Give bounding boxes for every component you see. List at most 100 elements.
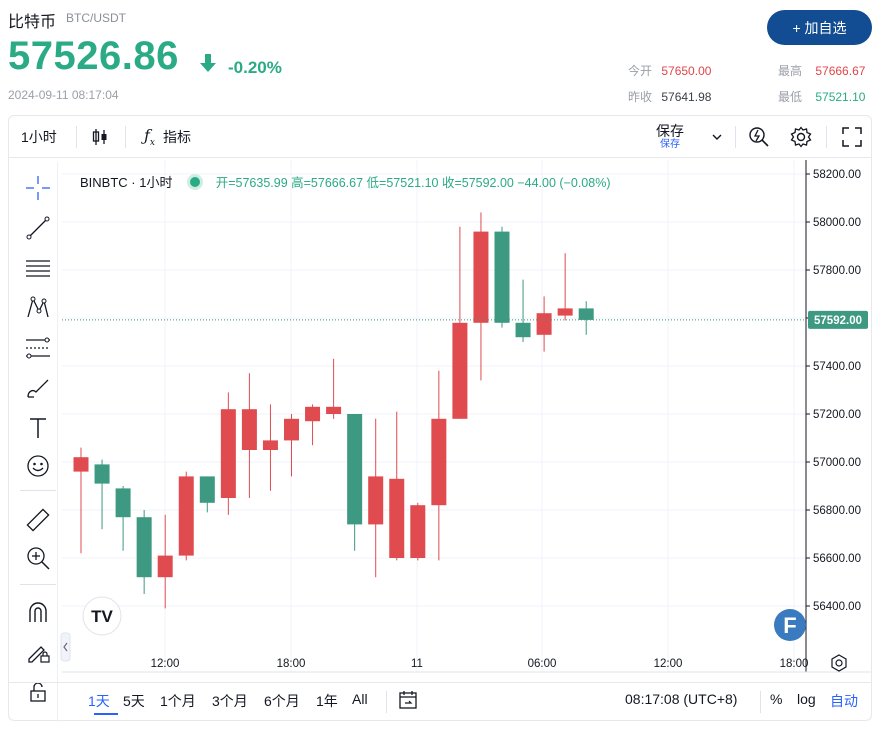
chevron-down-icon[interactable] (711, 116, 723, 158)
candle (326, 358, 342, 419)
stat-low: 最低 57521.10 (778, 90, 866, 104)
y-tick-label: 58000.00 (813, 217, 861, 229)
brush-icon[interactable] (24, 374, 52, 402)
pattern-icon[interactable] (24, 294, 52, 322)
horizontal-lines-icon[interactable] (24, 254, 52, 282)
range-1y[interactable]: 1年 (316, 693, 338, 709)
candle (157, 514, 173, 609)
candle (284, 414, 299, 477)
clock-readout[interactable]: 08:17:08 (UTC+8) (625, 691, 738, 707)
last-price-marker: 57592.00 (62, 310, 868, 329)
asset-name: 比特币 (8, 14, 57, 31)
candle (368, 418, 384, 578)
candle (262, 404, 278, 491)
candle (136, 510, 152, 594)
price-axis: 56400.00 56600.00 56800.00 57000.00 57200.00… (806, 169, 861, 613)
lock-icon[interactable] (24, 678, 52, 706)
chart-grid (62, 160, 806, 672)
y-tick-label: 57400.00 (813, 361, 861, 373)
status-dot-icon (190, 177, 201, 187)
percent-toggle[interactable]: % (770, 691, 783, 707)
legend-ohlc: 开=57635.99 高=57666.67 低=57521.10 收=57592… (215, 176, 611, 190)
candles-group (73, 212, 594, 609)
quick-search-icon[interactable] (748, 116, 770, 158)
active-range-indicator (94, 713, 118, 715)
crosshair-icon[interactable] (24, 174, 52, 202)
candle (536, 296, 552, 352)
stat-open: 今开 57650.00 (628, 64, 712, 78)
candle (94, 459, 110, 530)
fullscreen-icon[interactable] (842, 116, 862, 158)
x-tick-label: 12:00 (151, 658, 180, 670)
candle (347, 414, 363, 551)
zoom-in-icon[interactable] (24, 544, 52, 572)
text-icon[interactable] (24, 414, 52, 442)
save-button[interactable]: 保存 保存 (656, 123, 684, 151)
trend-line-icon[interactable] (24, 214, 52, 242)
candle (410, 502, 426, 561)
trading-pair: BTC/USDT (66, 11, 126, 25)
candle (494, 226, 510, 328)
x-tick-label: 18:00 (277, 658, 306, 670)
candle (389, 411, 405, 561)
range-1m[interactable]: 1个月 (160, 693, 196, 709)
fib-icon[interactable] (24, 334, 52, 362)
time-axis: 12:00 18:00 11 06:00 12:00 18:00 (151, 658, 809, 670)
last-price-badge (808, 310, 868, 329)
chart-frame (8, 115, 872, 721)
price-change: -0.20% (228, 58, 282, 77)
x-tick-label: 11 (411, 658, 423, 670)
candle (578, 301, 594, 335)
bottom-bar: 1天 5天 1个月 3个月 6个月 1年 All 08:17:08 (UTC+8… (8, 682, 872, 720)
price-timestamp: 2024-09-11 08:17:04 (8, 88, 119, 102)
candle (199, 476, 215, 513)
date-range-icon[interactable] (398, 689, 420, 714)
x-tick-label: 18:00 (780, 658, 809, 670)
last-price-label: 57592.00 (814, 315, 862, 327)
axis-settings-icon (831, 654, 847, 672)
chart-toolbar: 1小时 ƒx 指标 保存 保存 (8, 116, 872, 158)
collapse-toolbar-icon (60, 632, 71, 662)
magnet-icon[interactable] (24, 598, 52, 626)
candle (557, 253, 573, 321)
range-1d[interactable]: 1天 (88, 693, 110, 709)
current-price: 57526.86 (8, 34, 179, 78)
candle (220, 392, 236, 515)
candle (305, 404, 321, 446)
ruler-icon[interactable] (24, 506, 52, 534)
drawing-toolbar (16, 162, 58, 722)
indicators-button[interactable]: ƒx 指标 (144, 125, 191, 149)
gear-icon[interactable] (790, 116, 812, 158)
range-5d[interactable]: 5天 (123, 693, 145, 709)
range-3m[interactable]: 3个月 (212, 693, 248, 709)
candle (452, 226, 468, 419)
pencil-lock-icon[interactable] (24, 638, 52, 666)
y-tick-label: 58200.00 (813, 169, 861, 181)
function-icon: ƒx (144, 125, 155, 149)
y-tick-label: 56800.00 (813, 505, 861, 517)
stat-prev-close: 昨收 57641.98 (628, 90, 712, 104)
candle (473, 212, 489, 381)
svg-text:F: F (783, 613, 796, 638)
log-toggle[interactable]: log (797, 691, 816, 707)
candle-style-icon[interactable] (90, 116, 110, 158)
candle (515, 279, 531, 342)
candle (431, 370, 447, 561)
candle (115, 486, 131, 551)
candle (178, 471, 194, 561)
interval-selector[interactable]: 1小时 (21, 129, 57, 145)
tradingview-logo: TV (82, 596, 122, 636)
y-tick-label: 57200.00 (813, 409, 861, 421)
y-tick-label: 56400.00 (813, 601, 861, 613)
range-all[interactable]: All (352, 691, 368, 707)
y-tick-label: 56600.00 (813, 553, 861, 565)
add-favorite-button[interactable]: + 加自选 (767, 10, 872, 45)
x-tick-label: 12:00 (654, 658, 683, 670)
legend-symbol: BINBTC · 1小时 (80, 175, 173, 190)
range-6m[interactable]: 6个月 (264, 693, 300, 709)
emoji-icon[interactable] (24, 452, 52, 480)
auto-toggle[interactable]: 自动 (830, 693, 858, 709)
chart-legend: BINBTC · 1小时 开=57635.99 高=57666.67 低=575… (80, 172, 610, 191)
candle (241, 373, 257, 498)
